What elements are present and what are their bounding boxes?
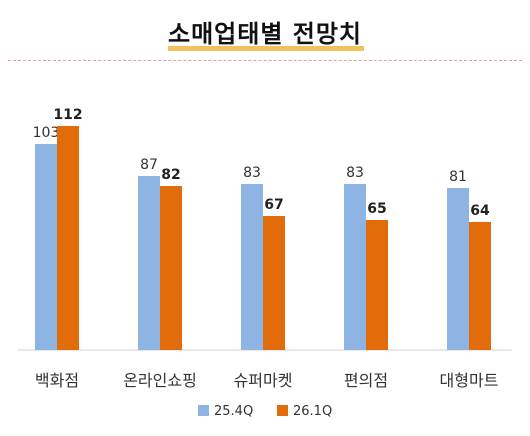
bar-series2-2 xyxy=(160,186,182,350)
data-label-series2-1: 112 xyxy=(53,107,82,123)
bar-series2-3 xyxy=(263,216,285,350)
bar-series2-5 xyxy=(469,222,491,350)
category-label-1: 백화점 xyxy=(35,371,79,390)
data-label-series1-2: 87 xyxy=(140,157,158,173)
bar-series1-5 xyxy=(447,188,469,350)
bar-series1-2 xyxy=(138,176,160,350)
data-label-series2-5: 64 xyxy=(470,203,490,219)
legend-swatch-1 xyxy=(198,405,209,416)
bar-series2-4 xyxy=(366,220,388,350)
data-label-series1-5: 81 xyxy=(449,169,467,185)
bar-series1-1 xyxy=(35,144,57,350)
category-label-3: 슈퍼마켓 xyxy=(234,371,293,390)
bar-series1-4 xyxy=(344,184,366,350)
data-label-series1-3: 83 xyxy=(243,165,261,181)
bar-series1-3 xyxy=(241,184,263,350)
category-label-5: 대형마트 xyxy=(440,371,499,390)
bar-series2-1 xyxy=(57,126,79,350)
data-label-series1-4: 83 xyxy=(346,165,364,181)
data-label-series2-2: 82 xyxy=(161,167,180,183)
legend-swatch-2 xyxy=(277,405,288,416)
data-label-series2-4: 65 xyxy=(367,201,386,217)
legend-label-2: 26.1Q xyxy=(293,404,332,419)
title-divider xyxy=(8,60,522,61)
chart-title: 소매업태별 전망치 xyxy=(168,20,362,48)
title-underline xyxy=(168,46,364,51)
data-label-series2-3: 67 xyxy=(264,197,283,213)
category-label-2: 온라인쇼핑 xyxy=(123,371,197,390)
legend-label-1: 25.4Q xyxy=(214,404,253,419)
category-label-4: 편의점 xyxy=(344,371,388,390)
data-label-series1-1: 103 xyxy=(33,125,60,141)
